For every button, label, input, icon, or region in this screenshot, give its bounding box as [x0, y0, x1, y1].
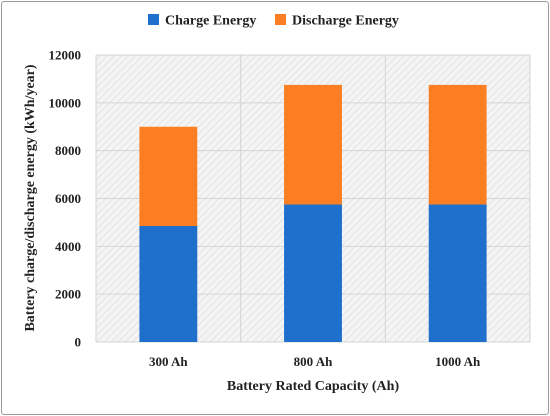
y-tick-label: 10000: [49, 95, 82, 110]
y-tick-label: 12000: [49, 48, 82, 63]
x-axis-title: Battery Rated Capacity (Ah): [227, 379, 400, 394]
legend-label-discharge: Discharge Energy: [292, 14, 399, 29]
x-tick-label: 800 Ah: [294, 354, 333, 369]
legend: Charge Energy Discharge Energy: [148, 14, 399, 29]
y-tick-label: 0: [75, 335, 82, 350]
y-tick-label: 2000: [55, 287, 81, 302]
bars: [139, 84, 487, 342]
bar-charge: [284, 204, 342, 342]
x-tick-label: 300 Ah: [149, 354, 188, 369]
legend-swatch-discharge: [275, 14, 286, 25]
bar-discharge: [284, 84, 342, 205]
x-tick-labels: 300 Ah 800 Ah 1000 Ah: [149, 354, 481, 369]
y-tick-label: 8000: [55, 143, 81, 158]
bar-charge: [428, 204, 487, 342]
y-tick-label: 4000: [55, 239, 81, 254]
bar-charge: [139, 226, 198, 342]
y-tick-label: 6000: [55, 191, 81, 206]
x-tick-label: 1000 Ah: [435, 354, 481, 369]
legend-label-charge: Charge Energy: [165, 14, 256, 29]
legend-swatch-charge: [148, 14, 159, 25]
bar-discharge: [139, 126, 198, 227]
y-axis-title: Battery charge/discharge energy (kWh/yea…: [23, 64, 38, 331]
y-tick-labels: 0 2000 4000 6000 8000 10000 12000: [49, 48, 82, 350]
bar-discharge: [428, 84, 487, 205]
